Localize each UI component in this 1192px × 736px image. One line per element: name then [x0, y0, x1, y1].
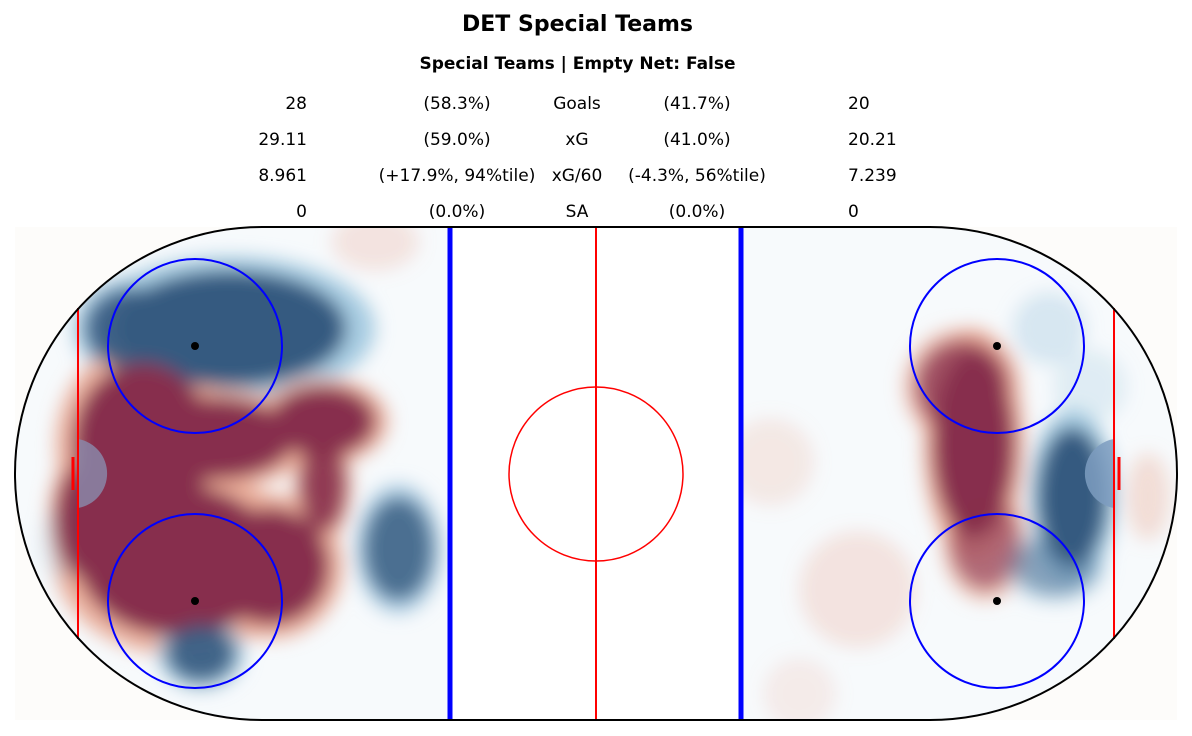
heat-region	[1014, 537, 1096, 596]
left-value: 29.11	[258, 130, 307, 150]
faceoff-dot	[993, 342, 1001, 350]
faceoff-circle	[107, 513, 283, 689]
heat-halo	[726, 418, 814, 506]
heat-halo	[331, 227, 419, 271]
left-pct: (58.3%)	[423, 94, 491, 114]
heat-halo	[763, 657, 836, 720]
heat-region	[950, 496, 1021, 590]
heat-region	[113, 270, 347, 387]
faceoff-circle	[107, 258, 283, 434]
right-pct: (41.7%)	[663, 94, 731, 114]
heat-region	[131, 398, 294, 480]
faceoff-circle	[909, 258, 1085, 434]
heat-region	[915, 340, 1009, 433]
left-pct: (+17.9%, 94%tile)	[378, 166, 536, 186]
right-goal-crease	[1084, 439, 1114, 508]
left-pct: (59.0%)	[423, 130, 491, 150]
right-pct: (0.0%)	[668, 202, 726, 222]
heat-halo	[1012, 292, 1086, 365]
right-pct: (41.0%)	[663, 130, 731, 150]
center-faceoff-circle	[508, 386, 684, 562]
chart-subtitle: Special Teams | Empty Net: False	[419, 54, 736, 74]
left-goal-crease	[78, 439, 108, 508]
heat-region	[363, 496, 434, 602]
right-value: 7.239	[848, 166, 897, 186]
right-value: 20	[848, 94, 870, 114]
stat-label: Goals	[553, 94, 601, 114]
left-value: 28	[285, 94, 307, 114]
rink-boards	[14, 226, 1178, 721]
stat-label: xG/60	[551, 166, 603, 186]
heat-halo	[1053, 350, 1127, 423]
right-value: 20.21	[848, 130, 897, 150]
heat-halo	[799, 531, 916, 648]
left-value: 0	[296, 202, 307, 222]
faceoff-dot	[191, 597, 199, 605]
heat-layer	[39, 227, 1170, 720]
right-value: 0	[848, 202, 859, 222]
heat-region	[84, 287, 178, 370]
stat-label: SA	[565, 202, 589, 222]
faceoff-circle	[909, 513, 1085, 689]
heat-region	[212, 508, 329, 625]
faceoff-dot	[993, 597, 1001, 605]
heat-region	[166, 624, 236, 683]
heat-region	[299, 438, 347, 532]
heat-halo	[1126, 453, 1170, 541]
stat-label: xG	[565, 130, 589, 150]
right-pct: (-4.3%, 56%tile)	[628, 166, 766, 186]
left-pct: (0.0%)	[428, 202, 486, 222]
faceoff-dot	[191, 342, 199, 350]
left-value: 8.961	[258, 166, 307, 186]
heat-region	[270, 386, 376, 457]
chart-title: DET Special Teams	[462, 12, 693, 37]
